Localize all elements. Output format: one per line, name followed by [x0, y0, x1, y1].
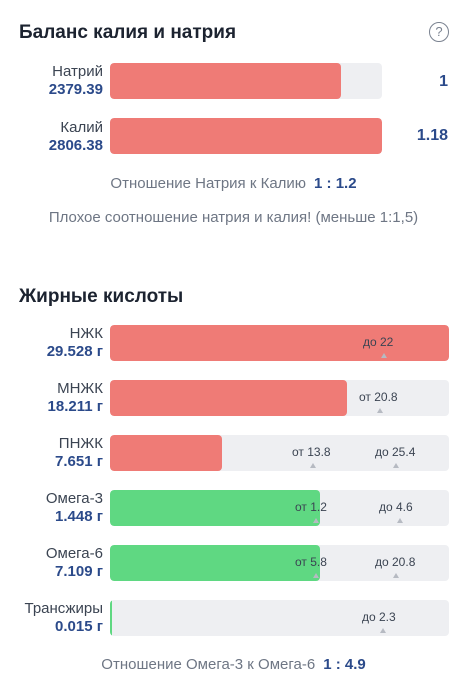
fat-limit-tick — [381, 353, 387, 358]
potassium-ratio: 1.18 — [416, 127, 448, 144]
fat-limit-tick — [313, 573, 319, 578]
fat-bar-fill — [110, 545, 321, 581]
fat-limit-marker: до 4.6 — [379, 500, 413, 514]
fat-row-label: ПНЖК 7.651 г — [55, 435, 103, 471]
fat-limit-marker: до 20.8 — [375, 555, 416, 569]
fat-bar-fill — [110, 435, 222, 471]
fat-value: 7.651 г — [55, 453, 103, 470]
fat-limit-tick — [377, 408, 383, 413]
fat-limit-marker: до 2.3 — [362, 610, 396, 624]
potassium-name: Калий — [60, 119, 103, 136]
fat-bar — [110, 380, 449, 416]
fat-bar — [110, 490, 449, 526]
omega-ratio-label: Отношение Омега-3 к Омега-6 — [101, 656, 316, 673]
fat-name: МНЖК — [57, 380, 103, 397]
fat-limit-tick — [313, 518, 319, 523]
fat-limit-marker: от 5.8 — [295, 555, 327, 569]
potassium-label: Калий 2806.38 — [49, 119, 103, 155]
fats-title: Жирные кислоты — [19, 286, 184, 307]
fat-name: Трансжиры — [24, 600, 104, 617]
sodium-label: Натрий 2379.39 — [49, 63, 103, 99]
fat-row-label: МНЖК 18.211 г — [48, 380, 103, 416]
fat-value: 18.211 г — [47, 398, 103, 415]
fat-name: Омега-3 — [45, 490, 103, 507]
fat-limit-marker: до 25.4 — [375, 445, 416, 459]
balance-warning: Плохое соотношение натрия и калия! (мень… — [48, 209, 419, 226]
sodium-value: 2379.39 — [48, 81, 103, 98]
fat-bar-fill — [110, 380, 348, 416]
fat-name: Омега-6 — [45, 545, 103, 562]
fat-bar-fill — [110, 600, 112, 636]
fat-bar — [110, 325, 449, 361]
fat-bar — [110, 545, 449, 581]
fat-limit-marker: от 13.8 — [292, 445, 331, 459]
fat-limit-marker: от 20.8 — [359, 390, 398, 404]
fat-limit-tick — [380, 628, 386, 633]
fat-limit-tick — [393, 463, 399, 468]
fat-value: 29.528 г — [46, 343, 103, 360]
fat-row-label: Омега-6 7.109 г — [46, 545, 103, 581]
sodium-bar — [110, 63, 382, 99]
potassium-value: 2806.38 — [48, 137, 103, 154]
omega-ratio: Отношение Омега-3 к Омега-6 1 : 4.9 — [0, 656, 467, 673]
fat-limit-tick — [397, 518, 403, 523]
help-icon[interactable]: ? — [429, 22, 449, 42]
sodium-name: Натрий — [52, 63, 103, 80]
fat-bar-fill — [110, 325, 449, 361]
fat-row-label: НЖК 29.528 г — [47, 325, 103, 361]
potassium-bar-fill — [110, 118, 382, 154]
fat-name: НЖК — [69, 325, 103, 342]
fat-limit-tick — [393, 573, 399, 578]
fat-row-label: Трансжиры 0.015 г — [25, 600, 104, 636]
fat-limit-marker: до 22 — [363, 335, 394, 349]
balance-title: Баланс калия и натрия — [19, 22, 237, 43]
omega-ratio-value: 1 : 4.9 — [323, 656, 366, 673]
fat-bar-fill — [110, 490, 321, 526]
sodium-ratio: 1 — [439, 73, 448, 90]
potassium-bar — [110, 118, 382, 154]
fat-limit-tick — [310, 463, 316, 468]
sodium-bar-fill — [110, 63, 341, 99]
sodium-potassium-ratio: Отношение Натрия к Калию 1 : 1.2 — [0, 175, 467, 192]
fat-name: ПНЖК — [58, 435, 103, 452]
fat-value: 0.015 г — [55, 618, 103, 635]
fat-bar — [110, 600, 449, 636]
fat-value: 7.109 г — [55, 563, 103, 580]
sodium-potassium-ratio-value: 1 : 1.2 — [314, 175, 357, 192]
fat-bar — [110, 435, 449, 471]
sodium-potassium-ratio-label: Отношение Натрия к Калию — [110, 175, 307, 192]
fat-limit-marker: от 1.2 — [295, 500, 327, 514]
fat-row-label: Омега-3 1.448 г — [46, 490, 103, 526]
fat-value: 1.448 г — [55, 508, 103, 525]
